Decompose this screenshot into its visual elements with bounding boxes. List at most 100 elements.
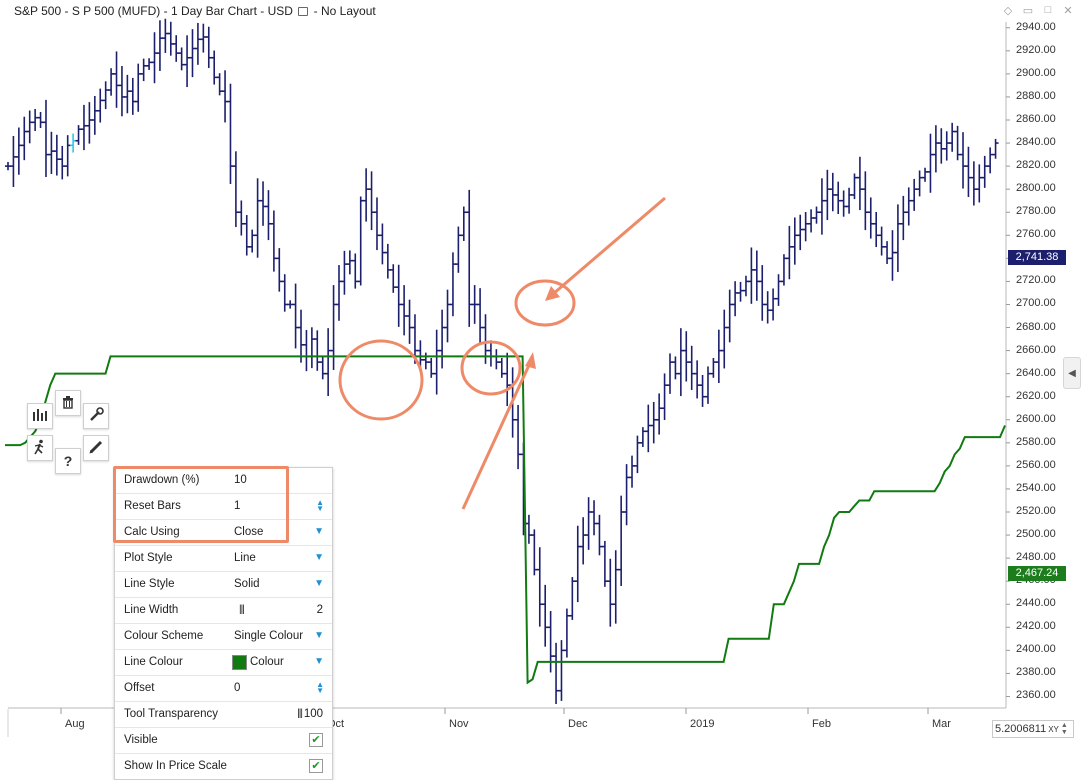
offset-value[interactable]: 0 [234,682,241,694]
question-icon: ? [63,453,73,469]
chevron-down-icon[interactable]: ▼ [314,578,324,589]
colour-swatch[interactable] [232,655,247,670]
indicator-properties-panel: Drawdown (%) 10 Reset Bars 1 ▲ ▼ Calc Usi… [114,467,333,780]
time-tick-label: Dec [568,718,588,730]
chart-title: S&P 500 - S P 500 (MUFD) - 1 Day Bar Cha… [14,4,293,18]
spinner-icon[interactable]: ▲ ▼ [316,498,324,513]
tool-transparency-value[interactable]: 100 [303,708,323,720]
price-tick-label: 2720.00 [1016,274,1056,287]
zoom-value: 5.2006811 [995,723,1047,735]
drawdown-value[interactable]: 10 [234,474,247,486]
drawdown-label: Drawdown (%) [124,474,200,486]
bar-chart-icon [32,408,48,425]
time-tick-label: Nov [449,718,469,730]
last-price-label: 2,741.38 [1008,249,1066,265]
price-tick-label: 2400.00 [1016,643,1056,656]
zoom-stepper[interactable]: ▲ ▼ [1060,722,1068,736]
price-tick-label: 2940.00 [1016,20,1056,33]
price-tick-label: 2920.00 [1016,43,1056,56]
close-icon[interactable]: ✕ [1063,4,1073,17]
row-show-in-price-scale[interactable]: Show In Price Scale ✔ [115,754,332,779]
row-line-width[interactable]: Line Width ||| 2 [115,598,332,624]
running-man-icon [32,439,48,458]
drawdown-line [5,355,1006,685]
row-calc-using[interactable]: Calc Using Close ▼ [115,520,332,546]
price-tick-label: 2700.00 [1016,297,1056,310]
calc-using-label: Calc Using [124,526,180,538]
chevron-down-icon[interactable]: ▼ [314,552,324,563]
show-in-price-scale-label: Show In Price Scale [124,760,227,772]
delete-button[interactable] [55,390,81,416]
layout-label: - No Layout [313,4,376,18]
calc-using-value[interactable]: Close [234,526,264,538]
price-tick-label: 2820.00 [1016,159,1056,172]
row-tool-transparency[interactable]: Tool Transparency ||| 100 [115,702,332,728]
diamond-icon[interactable]: ◇ [1003,4,1013,17]
edit-button[interactable] [83,435,109,461]
bar-chart-button[interactable] [27,403,53,429]
annotation-circle [514,279,576,327]
annotation-arrowhead [525,352,536,369]
offset-label: Offset [124,682,155,694]
price-tick-label: 2440.00 [1016,597,1056,610]
chevron-left-icon: ◀ [1068,367,1076,379]
annotation-arrow [461,362,532,510]
chevron-down-icon[interactable]: ▼ [314,630,324,641]
price-tick-label: 2380.00 [1016,666,1056,679]
row-drawdown[interactable]: Drawdown (%) 10 [115,468,332,494]
price-tick-label: 2480.00 [1016,551,1056,564]
line-colour-label: Line Colour [124,656,183,668]
price-tick-label: 2500.00 [1016,528,1056,541]
price-tick-label: 2540.00 [1016,481,1056,494]
row-colour-scheme[interactable]: Colour Scheme Single Colour ▼ [115,624,332,650]
pencil-icon [88,439,104,458]
line-width-label: Line Width [124,604,179,616]
run-button[interactable] [27,435,53,461]
tool-transparency-label: Tool Transparency [124,708,218,720]
spinner-icon[interactable]: ▲ ▼ [316,680,324,695]
show-in-price-scale-checkbox[interactable]: ✔ [309,759,323,773]
line-width-value[interactable]: 2 [316,604,323,616]
row-plot-style[interactable]: Plot Style Line ▼ [115,546,332,572]
zoom-field[interactable]: 5.2006811 XY ▲ ▼ [992,720,1074,738]
row-visible[interactable]: Visible ✔ [115,728,332,754]
price-tick-label: 2900.00 [1016,66,1056,79]
settings-button[interactable] [83,403,109,429]
maximize-icon[interactable]: □ [1044,4,1052,16]
colour-scheme-value[interactable]: Single Colour [234,630,304,642]
unlock-icon[interactable] [298,7,309,16]
trash-icon [61,395,75,412]
annotation-circle [460,340,522,396]
row-line-colour[interactable]: Line Colour Colour ▼ [115,650,332,676]
reset-bars-value[interactable]: 1 [234,500,241,512]
minimize-icon[interactable]: ▭ [1022,4,1034,17]
price-tick-label: 2880.00 [1016,89,1056,102]
visible-checkbox[interactable]: ✔ [309,733,323,747]
price-tick-label: 2560.00 [1016,458,1056,471]
line-width-icon: ||| [239,604,245,615]
plot-style-value[interactable]: Line [234,552,256,564]
chevron-down-icon[interactable]: ▼ [314,656,324,667]
price-tick-label: 2800.00 [1016,182,1056,195]
row-offset[interactable]: Offset 0 ▲ ▼ [115,676,332,702]
price-tick-label: 2600.00 [1016,412,1056,425]
collapse-handle[interactable]: ◀ [1063,357,1081,389]
row-line-style[interactable]: Line Style Solid ▼ [115,572,332,598]
time-tick-label: Aug [65,718,85,730]
price-tick-label: 2760.00 [1016,228,1056,241]
price-tick-label: 2860.00 [1016,113,1056,125]
line-colour-value[interactable]: Colour [250,656,284,668]
price-tick-label: 2840.00 [1016,136,1056,149]
line-style-value[interactable]: Solid [234,578,260,590]
time-tick-label: 2019 [690,718,715,730]
price-tick-label: 2640.00 [1016,366,1056,379]
row-reset-bars[interactable]: Reset Bars 1 ▲ ▼ [115,494,332,520]
window-controls: ◇ ▭ □ ✕ [1001,3,1075,17]
time-tick-label: Mar [932,718,951,730]
chevron-down-icon[interactable]: ▼ [314,526,324,537]
help-button[interactable]: ? [55,448,81,474]
wrench-icon [88,406,104,426]
price-tick-label: 2620.00 [1016,389,1056,402]
xy-button[interactable]: XY [1048,724,1059,734]
